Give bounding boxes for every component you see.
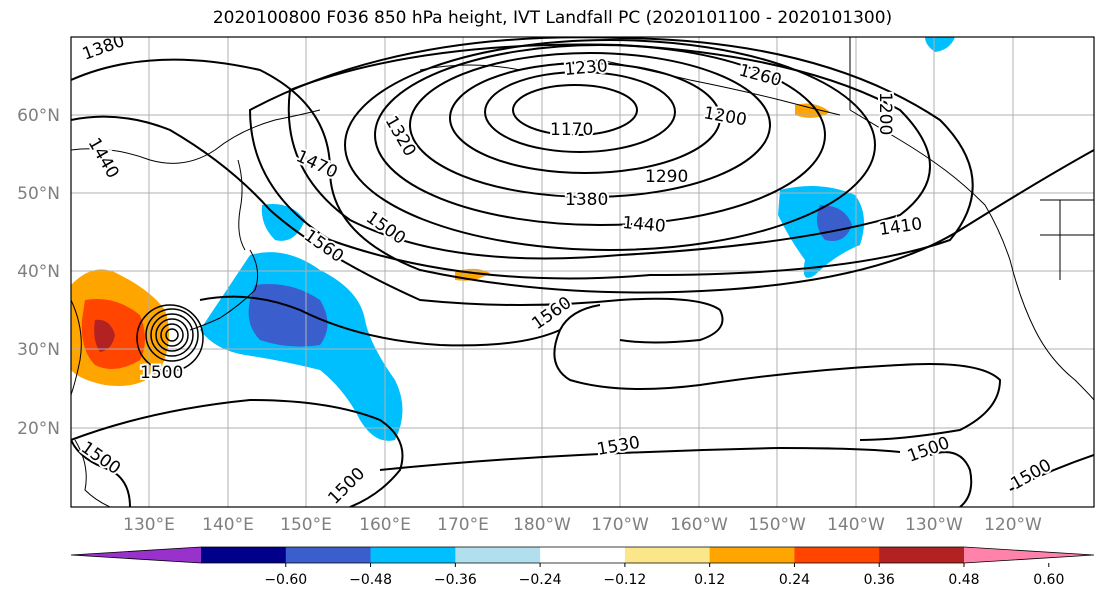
colorbar-tick-label: −0.60 xyxy=(264,572,307,588)
lon-label: 150°W xyxy=(748,515,806,535)
colorbar-extend-high xyxy=(964,547,1094,563)
lon-label: 160°W xyxy=(670,515,728,535)
colorbar-segment xyxy=(455,547,541,563)
contour-label: 1170 xyxy=(550,120,593,140)
colorbar-tick-label: −0.48 xyxy=(349,572,392,588)
lat-label: 50°N xyxy=(17,184,60,204)
positive-anomaly-peak xyxy=(94,319,115,352)
colorbar-segment xyxy=(285,547,372,563)
colorbar-tick-label: 0.12 xyxy=(694,572,725,588)
contour-label: 1500 xyxy=(140,363,183,383)
lat-label: 30°N xyxy=(17,340,60,360)
colorbar-segment xyxy=(370,547,456,563)
colorbar-segment xyxy=(201,547,287,563)
colorbar: −0.60 −0.48 −0.36 −0.24 −0.12 0.12 0.24 0.36 0.4… xyxy=(70,546,1095,588)
lon-label: 180°W xyxy=(513,515,571,535)
colorbar-segment xyxy=(540,547,626,563)
colorbar-outline xyxy=(70,546,1095,564)
lon-label: 170°W xyxy=(591,515,649,535)
colorbar-segment xyxy=(624,547,711,563)
colorbar-tick-label: 0.24 xyxy=(779,572,810,588)
colorbar-tick-label: −0.36 xyxy=(434,572,477,588)
colorbar-segments xyxy=(70,546,1095,564)
colorbar-tick-label: −0.24 xyxy=(519,572,562,588)
contour-label: 1290 xyxy=(645,167,688,187)
lon-label: 120°W xyxy=(984,515,1042,535)
height-contours xyxy=(71,37,1094,507)
lon-label: 130°E xyxy=(123,515,175,535)
colorbar-extend-low xyxy=(71,547,201,563)
lat-label: 40°N xyxy=(17,262,60,282)
longitude-labels: 130°E 140°E 150°E 160°E 170°E 180°W 170°… xyxy=(123,515,1042,535)
colorbar-segment xyxy=(879,547,965,563)
lon-label: 150°E xyxy=(280,515,332,535)
contour-label: 1440 xyxy=(622,213,667,237)
colorbar-tick-label: 0.60 xyxy=(1033,572,1064,588)
negative-anomaly-arctic xyxy=(925,37,955,52)
contour-label: 1380 xyxy=(565,190,608,210)
latitude-labels: 60°N 50°N 40°N 30°N 20°N xyxy=(17,106,60,439)
colorbar-tick-label: 0.36 xyxy=(864,572,895,588)
map-frame xyxy=(70,36,1095,508)
positive-anomaly-alaska xyxy=(795,103,830,118)
lat-label: 60°N xyxy=(17,106,60,126)
colorbar-ticks: −0.60 −0.48 −0.36 −0.24 −0.12 0.12 0.24 0.36 0.4… xyxy=(264,563,1064,588)
lon-label: 130°W xyxy=(905,515,963,535)
colorbar-tick-label: −0.12 xyxy=(603,572,646,588)
lon-label: 140°W xyxy=(827,515,885,535)
typhoon-contours xyxy=(136,304,204,372)
colorbar-tick-label: 0.48 xyxy=(948,572,979,588)
lon-label: 170°E xyxy=(437,515,489,535)
colorbar-segment xyxy=(709,547,795,563)
contour-label: 1200 xyxy=(875,92,895,135)
map-title: 2020100800 F036 850 hPa height, IVT Land… xyxy=(212,8,893,28)
lat-label: 20°N xyxy=(17,419,60,439)
lon-label: 160°E xyxy=(359,515,411,535)
contour-label: 1230 xyxy=(564,56,609,80)
colorbar-segment xyxy=(794,547,880,563)
lon-label: 140°E xyxy=(202,515,254,535)
